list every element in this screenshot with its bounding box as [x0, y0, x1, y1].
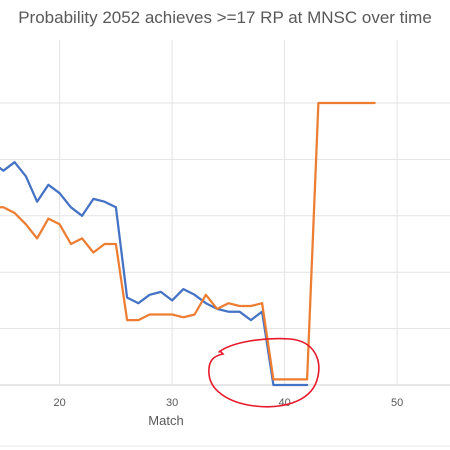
x-tick-label: 30	[166, 397, 178, 409]
x-tick-label: 50	[391, 397, 403, 409]
x-axis-label: Match	[148, 413, 184, 428]
series-line-1	[0, 161, 309, 387]
x-tick-labels: 20 30 40 50	[54, 397, 404, 409]
chart-title: Probability 2052 achieves >=17 RP at MNS…	[18, 8, 432, 27]
x-tick-label: 40	[279, 397, 291, 409]
x-tick-label: 20	[54, 397, 66, 409]
series-line-2	[0, 101, 376, 381]
grid-lines	[0, 40, 450, 447]
series-layer	[0, 101, 376, 387]
annotation-circle	[208, 337, 320, 408]
